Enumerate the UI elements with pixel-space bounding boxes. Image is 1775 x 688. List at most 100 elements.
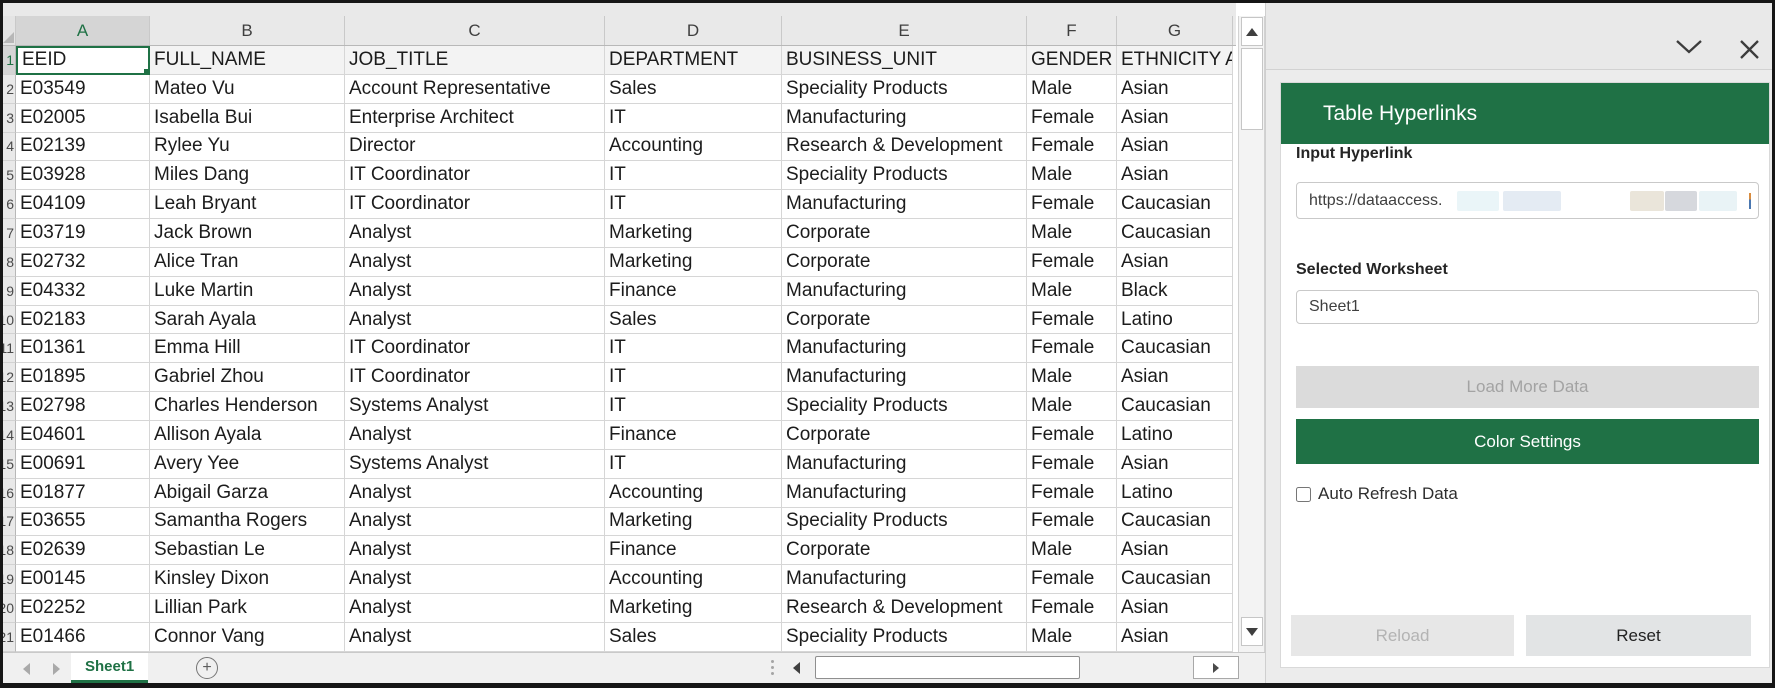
- row-number-8[interactable]: 8: [3, 247, 16, 277]
- cell-F5[interactable]: Male: [1027, 161, 1117, 191]
- cell-G2[interactable]: Asian: [1117, 74, 1233, 104]
- prev-sheet-button[interactable]: [23, 663, 30, 675]
- cell-F10[interactable]: Female: [1027, 305, 1117, 335]
- cell-G9[interactable]: Black: [1117, 276, 1233, 306]
- cell-B1[interactable]: FULL_NAME: [150, 46, 345, 75]
- scroll-left-button[interactable]: [793, 662, 800, 674]
- cell-C21[interactable]: Analyst: [345, 622, 605, 652]
- sheet-tab-sheet1[interactable]: Sheet1: [71, 653, 149, 683]
- row-number-5[interactable]: 5: [3, 161, 16, 191]
- cell-B9[interactable]: Luke Martin: [150, 276, 345, 306]
- cell-D10[interactable]: Sales: [605, 305, 782, 335]
- row-number-4[interactable]: 4: [3, 132, 16, 162]
- cell-E13[interactable]: Speciality Products: [782, 392, 1027, 421]
- cell-D1[interactable]: DEPARTMENT: [605, 46, 782, 75]
- cell-D2[interactable]: Sales: [605, 74, 782, 104]
- cell-F12[interactable]: Male: [1027, 363, 1117, 393]
- cell-A9[interactable]: E04332: [16, 276, 150, 306]
- cell-D13[interactable]: IT: [605, 392, 782, 421]
- cell-B14[interactable]: Allison Ayala: [150, 420, 345, 450]
- scroll-up-button[interactable]: [1241, 17, 1263, 46]
- cell-D12[interactable]: IT: [605, 363, 782, 393]
- cell-A6[interactable]: E04109: [16, 190, 150, 220]
- cell-D11[interactable]: IT: [605, 334, 782, 364]
- cell-B11[interactable]: Emma Hill: [150, 334, 345, 364]
- cell-G1[interactable]: ETHNICITY A: [1117, 46, 1233, 75]
- row-number-15[interactable]: 15: [3, 449, 16, 479]
- cell-A3[interactable]: E02005: [16, 103, 150, 133]
- cell-C4[interactable]: Director: [345, 132, 605, 162]
- cell-C13[interactable]: Systems Analyst: [345, 392, 605, 421]
- cell-E16[interactable]: Manufacturing: [782, 478, 1027, 508]
- cell-G19[interactable]: Caucasian: [1117, 565, 1233, 595]
- cell-A18[interactable]: E02639: [16, 536, 150, 566]
- worksheet-input[interactable]: [1297, 291, 1758, 323]
- row-number-2[interactable]: 2: [3, 74, 16, 104]
- cell-E6[interactable]: Manufacturing: [782, 190, 1027, 220]
- cell-E14[interactable]: Corporate: [782, 420, 1027, 450]
- cell-A14[interactable]: E04601: [16, 420, 150, 450]
- cell-D9[interactable]: Finance: [605, 276, 782, 306]
- cell-E17[interactable]: Speciality Products: [782, 507, 1027, 537]
- cell-C11[interactable]: IT Coordinator: [345, 334, 605, 364]
- cell-G14[interactable]: Latino: [1117, 420, 1233, 450]
- cell-E11[interactable]: Manufacturing: [782, 334, 1027, 364]
- cell-G5[interactable]: Asian: [1117, 161, 1233, 191]
- cell-G6[interactable]: Caucasian: [1117, 190, 1233, 220]
- cell-B8[interactable]: Alice Tran: [150, 247, 345, 277]
- cell-G18[interactable]: Asian: [1117, 536, 1233, 566]
- column-header-B[interactable]: B: [150, 16, 345, 45]
- scroll-down-button[interactable]: [1241, 617, 1263, 646]
- cell-E4[interactable]: Research & Development: [782, 132, 1027, 162]
- cell-B21[interactable]: Connor Vang: [150, 622, 345, 652]
- cell-C5[interactable]: IT Coordinator: [345, 161, 605, 191]
- cell-B6[interactable]: Leah Bryant: [150, 190, 345, 220]
- cell-A16[interactable]: E01877: [16, 478, 150, 508]
- column-header-F[interactable]: F: [1027, 16, 1117, 45]
- cell-A7[interactable]: E03719: [16, 219, 150, 248]
- row-number-10[interactable]: 10: [3, 305, 16, 335]
- row-number-3[interactable]: 3: [3, 103, 16, 133]
- cell-C7[interactable]: Analyst: [345, 219, 605, 248]
- row-number-21[interactable]: 21: [3, 622, 16, 652]
- scroll-right-button[interactable]: [1193, 656, 1239, 679]
- cell-C8[interactable]: Analyst: [345, 247, 605, 277]
- cell-G21[interactable]: Asian: [1117, 622, 1233, 652]
- cell-G4[interactable]: Asian: [1117, 132, 1233, 162]
- cell-A17[interactable]: E03655: [16, 507, 150, 537]
- cell-C12[interactable]: IT Coordinator: [345, 363, 605, 393]
- scrollbar-resize-handle[interactable]: [771, 660, 774, 675]
- cell-F4[interactable]: Female: [1027, 132, 1117, 162]
- cell-C9[interactable]: Analyst: [345, 276, 605, 306]
- cell-A10[interactable]: E02183: [16, 305, 150, 335]
- cell-A8[interactable]: E02732: [16, 247, 150, 277]
- cell-D4[interactable]: Accounting: [605, 132, 782, 162]
- cell-C6[interactable]: IT Coordinator: [345, 190, 605, 220]
- cell-A5[interactable]: E03928: [16, 161, 150, 191]
- cell-F11[interactable]: Female: [1027, 334, 1117, 364]
- cell-G7[interactable]: Caucasian: [1117, 219, 1233, 248]
- cell-F19[interactable]: Female: [1027, 565, 1117, 595]
- cell-D21[interactable]: Sales: [605, 622, 782, 652]
- cell-F16[interactable]: Female: [1027, 478, 1117, 508]
- column-header-D[interactable]: D: [605, 16, 782, 45]
- cell-D8[interactable]: Marketing: [605, 247, 782, 277]
- cell-B20[interactable]: Lillian Park: [150, 594, 345, 623]
- cell-B17[interactable]: Samantha Rogers: [150, 507, 345, 537]
- cell-E20[interactable]: Research & Development: [782, 594, 1027, 623]
- cell-D5[interactable]: IT: [605, 161, 782, 191]
- cell-A21[interactable]: E01466: [16, 622, 150, 652]
- vertical-scrollbar[interactable]: [1238, 16, 1265, 652]
- cell-F17[interactable]: Female: [1027, 507, 1117, 537]
- cell-A19[interactable]: E00145: [16, 565, 150, 595]
- row-number-16[interactable]: 16: [3, 478, 16, 508]
- cell-C20[interactable]: Analyst: [345, 594, 605, 623]
- load-more-data-button[interactable]: Load More Data: [1296, 366, 1759, 408]
- auto-refresh-checkbox[interactable]: [1296, 486, 1311, 502]
- cell-B12[interactable]: Gabriel Zhou: [150, 363, 345, 393]
- pane-divider[interactable]: [1265, 3, 1266, 683]
- cell-E18[interactable]: Corporate: [782, 536, 1027, 566]
- cell-B19[interactable]: Kinsley Dixon: [150, 565, 345, 595]
- cell-G11[interactable]: Caucasian: [1117, 334, 1233, 364]
- row-number-13[interactable]: 13: [3, 392, 16, 421]
